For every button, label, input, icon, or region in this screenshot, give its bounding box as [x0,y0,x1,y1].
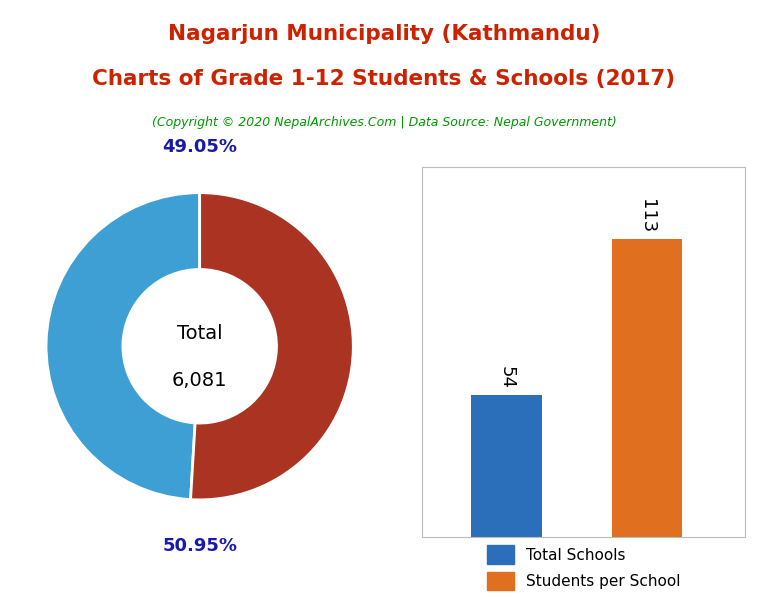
Text: 49.05%: 49.05% [162,137,237,156]
Text: Total: Total [177,325,223,343]
Text: Nagarjun Municipality (Kathmandu): Nagarjun Municipality (Kathmandu) [167,24,601,44]
Text: 54: 54 [498,366,515,389]
Text: (Copyright © 2020 NepalArchives.Com | Data Source: Nepal Government): (Copyright © 2020 NepalArchives.Com | Da… [151,116,617,130]
Text: 50.95%: 50.95% [162,537,237,555]
Text: Charts of Grade 1-12 Students & Schools (2017): Charts of Grade 1-12 Students & Schools … [92,69,676,89]
Legend: Total Schools, Students per School: Total Schools, Students per School [481,539,687,596]
Wedge shape [46,193,200,500]
Wedge shape [190,193,353,500]
Text: 113: 113 [637,199,656,233]
Bar [472,395,541,537]
Text: 6,081: 6,081 [172,371,227,390]
Bar [612,239,682,537]
